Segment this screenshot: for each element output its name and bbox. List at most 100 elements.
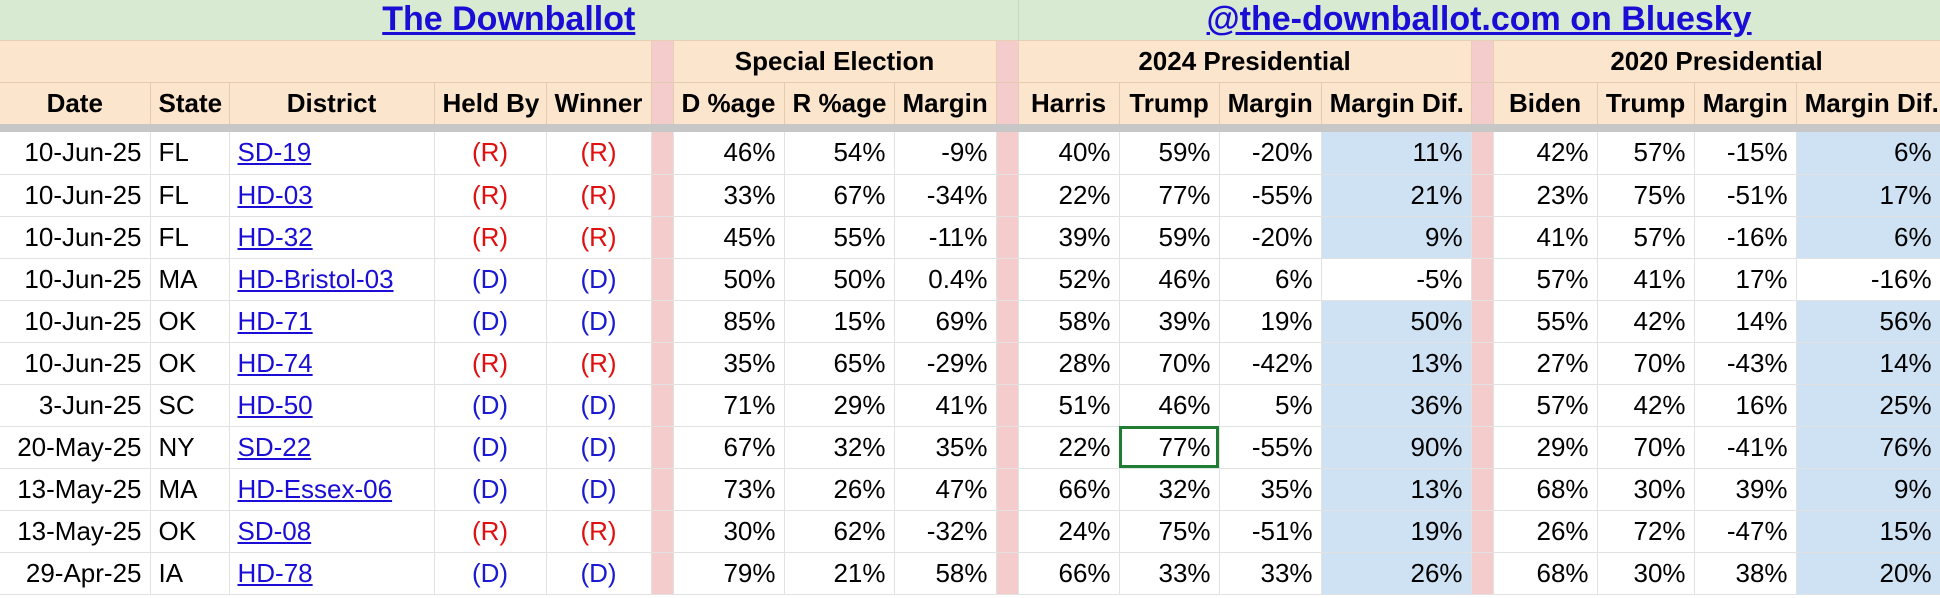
district-link[interactable]: HD-50 bbox=[237, 389, 313, 420]
cell-margin-2024[interactable]: 35% bbox=[1219, 468, 1322, 511]
cell-held-by[interactable]: (D) bbox=[434, 426, 547, 469]
cell-trump-2024[interactable]: 39% bbox=[1119, 300, 1220, 343]
district-link[interactable]: HD-32 bbox=[237, 221, 313, 252]
cell-winner[interactable]: (D) bbox=[546, 468, 652, 511]
downballot-link[interactable]: The Downballot bbox=[382, 0, 636, 39]
cell-harris[interactable]: 22% bbox=[1018, 174, 1120, 217]
cell-state[interactable]: IA bbox=[150, 552, 230, 595]
cell-biden[interactable]: 57% bbox=[1493, 384, 1598, 427]
cell-margin[interactable]: -9% bbox=[894, 132, 997, 175]
cell-biden[interactable]: 27% bbox=[1493, 342, 1598, 385]
cell-r-pct[interactable]: 15% bbox=[784, 300, 895, 343]
cell-margin-2024[interactable]: 19% bbox=[1219, 300, 1322, 343]
cell-d-pct[interactable]: 71% bbox=[673, 384, 785, 427]
cell-r-pct[interactable]: 21% bbox=[784, 552, 895, 595]
district-link[interactable]: SD-19 bbox=[237, 137, 312, 168]
header-held-by[interactable]: Held By bbox=[434, 81, 547, 124]
cell-held-by[interactable]: (D) bbox=[434, 258, 547, 301]
cell-trump-2020[interactable]: 57% bbox=[1597, 216, 1695, 259]
cell-state[interactable]: FL bbox=[150, 216, 230, 259]
cell-margin-dif-2020[interactable]: 25% bbox=[1796, 384, 1940, 427]
cell-held-by[interactable]: (D) bbox=[434, 300, 547, 343]
cell-margin-2020[interactable]: -43% bbox=[1694, 342, 1797, 385]
cell-margin-dif-2024[interactable]: 13% bbox=[1321, 342, 1472, 385]
cell-margin-dif-2020[interactable]: -16% bbox=[1796, 258, 1940, 301]
cell-margin-dif-2020[interactable]: 14% bbox=[1796, 342, 1940, 385]
cell-margin-dif-2024[interactable]: 26% bbox=[1321, 552, 1472, 595]
cell-margin[interactable]: 47% bbox=[894, 468, 997, 511]
cell-margin[interactable]: -32% bbox=[894, 510, 997, 553]
cell-margin[interactable]: -34% bbox=[894, 174, 997, 217]
cell-harris[interactable]: 28% bbox=[1018, 342, 1120, 385]
cell-d-pct[interactable]: 30% bbox=[673, 510, 785, 553]
cell-winner[interactable]: (R) bbox=[546, 216, 652, 259]
cell-margin[interactable]: 35% bbox=[894, 426, 997, 469]
cell-margin-dif-2024[interactable]: 21% bbox=[1321, 174, 1472, 217]
cell-date[interactable]: 29-Apr-25 bbox=[0, 552, 151, 595]
cell-trump-2020[interactable]: 70% bbox=[1597, 426, 1695, 469]
cell-biden[interactable]: 68% bbox=[1493, 468, 1598, 511]
cell-margin-2020[interactable]: -51% bbox=[1694, 174, 1797, 217]
cell-district[interactable]: HD-74 bbox=[229, 342, 435, 385]
header-winner[interactable]: Winner bbox=[546, 81, 652, 124]
cell-r-pct[interactable]: 62% bbox=[784, 510, 895, 553]
header-margin-dif-2024[interactable]: Margin Dif. bbox=[1321, 81, 1472, 124]
district-link[interactable]: HD-74 bbox=[237, 347, 313, 378]
cell-date[interactable]: 10-Jun-25 bbox=[0, 300, 151, 343]
cell-state[interactable]: MA bbox=[150, 258, 230, 301]
pres-2020-group[interactable]: 2020 Presidential bbox=[1493, 39, 1940, 82]
cell-margin-2020[interactable]: 16% bbox=[1694, 384, 1797, 427]
cell-date[interactable]: 13-May-25 bbox=[0, 468, 151, 511]
cell-trump-2020[interactable]: 30% bbox=[1597, 468, 1695, 511]
cell-district[interactable]: HD-32 bbox=[229, 216, 435, 259]
cell-date[interactable]: 10-Jun-25 bbox=[0, 342, 151, 385]
cell-margin-2020[interactable]: 39% bbox=[1694, 468, 1797, 511]
cell-margin-2024[interactable]: -42% bbox=[1219, 342, 1322, 385]
district-link[interactable]: HD-78 bbox=[237, 557, 313, 588]
cell-winner[interactable]: (R) bbox=[546, 342, 652, 385]
cell-margin[interactable]: 58% bbox=[894, 552, 997, 595]
cell-trump-2024[interactable]: 59% bbox=[1119, 216, 1220, 259]
cell-district[interactable]: SD-08 bbox=[229, 510, 435, 553]
cell-d-pct[interactable]: 67% bbox=[673, 426, 785, 469]
cell-trump-2024[interactable]: 46% bbox=[1119, 258, 1220, 301]
cell-trump-2024[interactable]: 77% bbox=[1119, 174, 1220, 217]
cell-date[interactable]: 10-Jun-25 bbox=[0, 132, 151, 175]
cell-district[interactable]: HD-50 bbox=[229, 384, 435, 427]
cell-biden[interactable]: 55% bbox=[1493, 300, 1598, 343]
cell-margin-2020[interactable]: 38% bbox=[1694, 552, 1797, 595]
cell-state[interactable]: MA bbox=[150, 468, 230, 511]
cell-margin[interactable]: 41% bbox=[894, 384, 997, 427]
cell-trump-2024[interactable]: 75% bbox=[1119, 510, 1220, 553]
cell-trump-2024[interactable]: 32% bbox=[1119, 468, 1220, 511]
cell-margin-dif-2020[interactable]: 15% bbox=[1796, 510, 1940, 553]
cell-harris[interactable]: 58% bbox=[1018, 300, 1120, 343]
cell-margin-dif-2024[interactable]: 13% bbox=[1321, 468, 1472, 511]
cell-margin-2020[interactable]: -15% bbox=[1694, 132, 1797, 175]
cell-state[interactable]: FL bbox=[150, 174, 230, 217]
cell-r-pct[interactable]: 29% bbox=[784, 384, 895, 427]
header-margin-2020[interactable]: Margin bbox=[1694, 81, 1797, 124]
cell-harris[interactable]: 66% bbox=[1018, 468, 1120, 511]
cell-d-pct[interactable]: 46% bbox=[673, 132, 785, 175]
cell-harris[interactable]: 66% bbox=[1018, 552, 1120, 595]
cell-trump-2024[interactable]: 70% bbox=[1119, 342, 1220, 385]
cell-margin-2020[interactable]: -47% bbox=[1694, 510, 1797, 553]
cell-margin[interactable]: 69% bbox=[894, 300, 997, 343]
cell-trump-2020[interactable]: 41% bbox=[1597, 258, 1695, 301]
cell-margin-dif-2024[interactable]: 90% bbox=[1321, 426, 1472, 469]
cell-district[interactable]: HD-03 bbox=[229, 174, 435, 217]
cell-date[interactable]: 3-Jun-25 bbox=[0, 384, 151, 427]
cell-winner[interactable]: (R) bbox=[546, 132, 652, 175]
cell-date[interactable]: 10-Jun-25 bbox=[0, 216, 151, 259]
district-link[interactable]: HD-Bristol-03 bbox=[237, 263, 394, 294]
header-state[interactable]: State bbox=[150, 81, 230, 124]
cell-harris[interactable]: 52% bbox=[1018, 258, 1120, 301]
cell-margin-2020[interactable]: 14% bbox=[1694, 300, 1797, 343]
cell-winner[interactable]: (D) bbox=[546, 300, 652, 343]
cell-margin-2024[interactable]: -20% bbox=[1219, 216, 1322, 259]
header-d-pct[interactable]: D %age bbox=[673, 81, 785, 124]
cell-margin-dif-2020[interactable]: 76% bbox=[1796, 426, 1940, 469]
cell-district[interactable]: HD-Essex-06 bbox=[229, 468, 435, 511]
cell-d-pct[interactable]: 50% bbox=[673, 258, 785, 301]
